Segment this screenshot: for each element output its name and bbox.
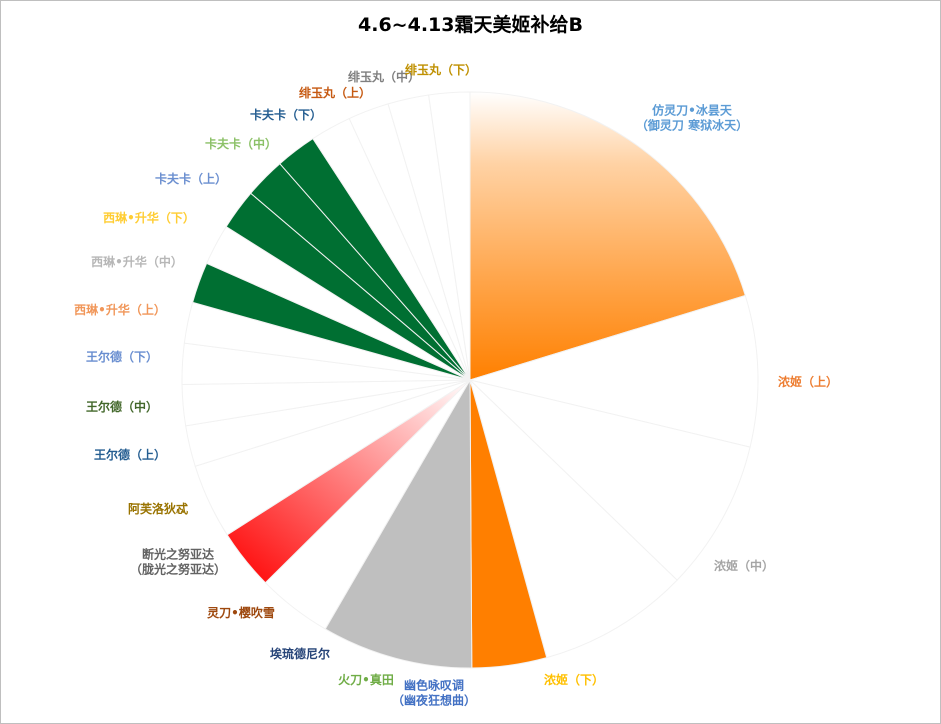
slice-label: 浓姬（中） [714,558,774,573]
slice-label: 阿芙洛狄忒 [128,501,188,516]
slice-label: 绯玉丸（上） [299,85,371,100]
slice-label: 火刀•真田 [338,672,394,687]
slice-label: 绯玉丸（中） [348,69,420,84]
slice-label: 绯玉丸（下） [405,62,477,77]
slice-label: 西琳•升华（上） [74,302,166,317]
slice-label: 浓姬（上） [778,374,838,389]
slice-label: 浓姬（下） [544,672,604,687]
slice-label: 幽色咏叹调（幽夜狂想曲） [392,678,476,708]
slice-label: 西琳•升华（下） [103,210,195,225]
slice-label: 卡夫卡（中） [205,136,277,151]
pie-slice [468,294,759,448]
slice-label: 王尔德（中） [86,399,158,414]
pie-slice [428,91,471,381]
slice-label: 西琳•升华（中） [91,254,183,269]
slice-label: 卡夫卡（上） [155,171,227,186]
pie-slice [469,378,678,659]
slice-label: 王尔德（下） [86,349,158,364]
slice-label: 王尔德（上） [94,447,166,462]
slice-label: 断光之努亚达（胧光之努亚达） [130,547,226,577]
slice-label: 卡夫卡（下） [250,107,322,122]
slice-label: 仿灵刀•冰昙天（御灵刀 寒狱冰天） [636,103,748,133]
slice-label: 灵刀•樱吹雪 [207,605,275,620]
chart-title: 4.6~4.13霜天美姬补给B [358,14,583,36]
pie-slice [324,378,473,669]
pie-slice [468,379,751,581]
pie-slice [469,91,746,381]
slice-label: 埃琉德尼尔 [270,646,330,661]
